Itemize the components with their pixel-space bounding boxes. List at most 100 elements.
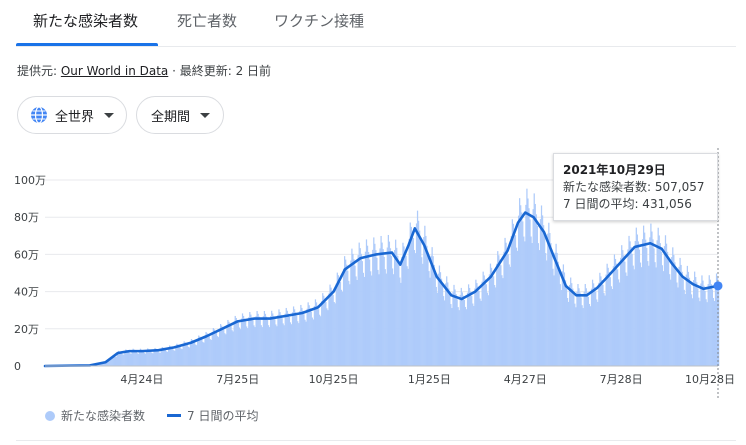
daily-cases-bar xyxy=(248,317,250,366)
daily-cases-bar xyxy=(546,260,548,366)
daily-cases-bar xyxy=(707,284,709,366)
daily-cases-bar xyxy=(107,361,109,366)
daily-cases-bar xyxy=(134,350,136,366)
daily-cases-bar xyxy=(313,306,316,366)
daily-cases-bar xyxy=(589,306,592,366)
daily-cases-bar xyxy=(293,309,296,366)
daily-cases-bar xyxy=(268,327,271,366)
caret-down-icon xyxy=(200,112,211,118)
x-tick-label: 10月25日 xyxy=(309,373,359,386)
daily-cases-bar xyxy=(290,324,293,366)
daily-cases-bar xyxy=(391,268,394,366)
daily-cases-bar xyxy=(304,319,306,366)
daily-cases-bar xyxy=(280,314,282,366)
daily-cases-bar xyxy=(674,262,676,366)
y-tick-label: 20万 xyxy=(14,323,39,336)
region-dropdown[interactable]: 全世界 xyxy=(17,96,127,134)
daily-cases-bar xyxy=(617,279,620,366)
daily-cases-bar xyxy=(613,254,616,366)
daily-cases-bar xyxy=(636,234,638,366)
daily-cases-bar xyxy=(489,263,492,366)
daily-cases-bar xyxy=(551,253,553,366)
daily-cases-bar xyxy=(292,306,295,366)
daily-cases-bar xyxy=(459,294,461,366)
daily-cases-bar xyxy=(337,275,339,366)
daily-cases-bar xyxy=(322,293,324,366)
x-tick-label: 4月24日 xyxy=(120,373,163,386)
daily-cases-bar xyxy=(379,248,381,366)
daily-cases-bar xyxy=(549,233,551,366)
daily-cases-bar xyxy=(654,262,656,366)
daily-cases-bar xyxy=(429,277,431,366)
daily-cases-bar xyxy=(435,286,437,366)
daily-cases-bar xyxy=(358,242,360,366)
daily-cases-bar xyxy=(99,363,101,366)
daily-cases-bar xyxy=(445,283,447,366)
daily-cases-bar xyxy=(602,284,604,366)
daily-cases-bar xyxy=(402,242,404,366)
daily-cases-bar xyxy=(318,314,321,366)
daily-cases-bar xyxy=(425,235,427,366)
daily-cases-bar xyxy=(422,263,424,366)
daily-cases-bar xyxy=(547,233,549,366)
daily-cases-bar xyxy=(212,328,214,366)
daily-cases-bar xyxy=(563,272,566,366)
daily-cases-bar xyxy=(399,277,401,366)
daily-cases-bar xyxy=(581,305,583,366)
daily-cases-bar xyxy=(685,274,687,366)
daily-cases-bar xyxy=(240,318,243,366)
daily-cases-bar xyxy=(397,255,399,366)
daily-cases-bar xyxy=(346,264,348,366)
source-link[interactable]: Our World in Data xyxy=(60,64,169,78)
daily-cases-bar xyxy=(246,326,248,366)
daily-cases-bar xyxy=(127,350,129,366)
daily-cases-bar xyxy=(690,294,693,366)
tab-new-cases[interactable]: 新たな感染者数 xyxy=(33,12,139,30)
daily-cases-bar xyxy=(252,320,254,366)
daily-cases-bar xyxy=(450,304,452,366)
daily-cases-bar xyxy=(224,333,226,366)
daily-cases-bar xyxy=(695,277,697,366)
daily-cases-bar xyxy=(255,316,257,366)
daily-cases-bar xyxy=(120,352,122,366)
source-prefix: 提供元: xyxy=(17,64,61,78)
daily-cases-bar xyxy=(125,349,127,366)
tab-vaccinations[interactable]: ワクチン接種 xyxy=(274,12,365,30)
daily-cases-bar xyxy=(688,277,691,366)
daily-cases-bar xyxy=(699,301,701,366)
cases-chart[interactable]: 0 20万 40万 60万 80万 100万 4月24日 7月25日 10月25日 1月25日 4月… xyxy=(0,148,746,398)
daily-cases-bar xyxy=(185,343,187,366)
daily-cases-bar xyxy=(103,362,105,366)
daily-cases-bar xyxy=(673,254,675,366)
daily-cases-bar xyxy=(487,295,490,366)
daily-cases-bar xyxy=(697,288,699,366)
daily-cases-bar xyxy=(329,284,331,366)
daily-cases-bar xyxy=(353,259,355,366)
daily-cases-bar xyxy=(100,363,102,366)
daily-cases-bar xyxy=(189,341,192,366)
daily-cases-bar xyxy=(229,323,231,366)
daily-cases-bar xyxy=(648,265,650,366)
daily-cases-bar xyxy=(624,261,626,366)
daily-cases-bar xyxy=(305,321,307,366)
daily-cases-bar xyxy=(666,251,669,366)
daily-cases-bar xyxy=(417,220,420,366)
period-dropdown[interactable]: 全期間 xyxy=(136,96,224,134)
daily-cases-bar xyxy=(464,306,467,366)
daily-cases-bar xyxy=(230,326,232,366)
daily-cases-bar xyxy=(650,223,652,366)
daily-cases-bar xyxy=(186,344,188,366)
y-tick-label: 40万 xyxy=(14,286,39,299)
daily-cases-bar xyxy=(664,235,667,366)
daily-cases-bar xyxy=(395,239,397,366)
daily-cases-bar xyxy=(405,255,407,366)
daily-cases-bar xyxy=(387,234,389,366)
daily-cases-bar xyxy=(235,317,237,366)
daily-cases-bar xyxy=(404,250,406,366)
daily-cases-bar xyxy=(117,350,120,366)
daily-cases-bar xyxy=(621,245,623,366)
daily-cases-bar xyxy=(605,274,607,366)
daily-cases-bar xyxy=(286,310,288,366)
tab-deaths[interactable]: 死亡者数 xyxy=(177,12,238,30)
daily-cases-bar xyxy=(306,308,308,366)
